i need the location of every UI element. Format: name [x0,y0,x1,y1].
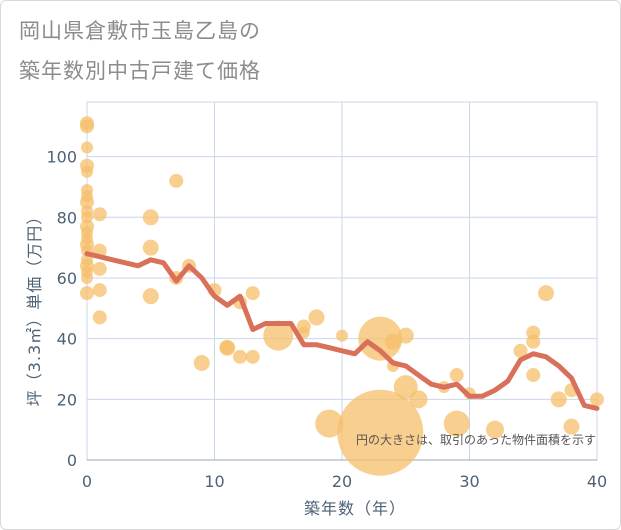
bubble-point [443,410,470,437]
bubble-point [337,389,424,476]
bubble-point [233,349,247,364]
bubble-point [449,368,464,383]
bubble-point [80,195,94,210]
x-tick-label: 20 [332,472,352,491]
bubble-point [385,333,401,350]
bubble-point [80,119,94,134]
trend-line-series [84,251,600,411]
grid-lines [86,101,598,461]
y-tick-label: 20 [57,390,77,409]
bubble-point [81,271,93,284]
x-axis-title: 築年数（年） [304,499,406,518]
bubble-point [263,320,294,351]
bubble-point [142,288,159,305]
bubble-point [92,310,107,325]
bubble-point [80,286,94,301]
chart-title-line-2: 築年数別中古戸建て価格 [19,59,261,83]
bubble-point [409,390,428,409]
x-tick-label: 10 [204,472,224,491]
bubble-point [142,209,159,226]
bubble-point [142,239,159,256]
bubble-point [513,343,528,358]
x-tick-label: 40 [587,472,607,491]
bubble-point [92,207,107,222]
bubble-point [245,349,260,364]
bubble-point [526,334,541,349]
bubble-point [315,409,344,438]
x-tick-label: 0 [82,472,92,491]
bubble-point [358,316,403,361]
bubble-point [193,354,210,371]
bubble-point [590,392,604,407]
y-tick-label: 0 [67,451,77,470]
bubble-point [220,340,235,355]
y-tick-label: 60 [57,269,77,288]
bubble-point [486,420,504,439]
y-tick-label: 80 [57,208,77,227]
bubble-point [308,309,325,326]
bubble-point [92,261,107,276]
y-axis-title: 坪（3.3㎡）単価（万円） [25,208,44,406]
bubble-point [81,141,93,154]
size-note: 円の大きさは、取引のあった物件面積を示す [356,432,596,447]
x-tick-label: 30 [459,472,479,491]
bubble-point [397,327,414,344]
bubble-point [81,165,93,178]
bubble-point [245,286,260,301]
bubble-point [526,368,541,383]
bubble-series [80,116,604,476]
bubble-point [92,283,107,298]
average-price-line [84,251,600,411]
bubble-point [393,375,418,400]
bubble-point [563,418,580,435]
y-tick-label: 100 [46,148,77,167]
chart-title-line-1: 岡山県倉敷市玉島乙島の [19,19,261,43]
bubble-point [550,391,567,408]
axis-ticks: 0 10 20 30 40 0 20 40 60 80 100 [46,148,607,491]
bubble-point [538,285,554,302]
bubble-point [169,173,184,188]
bubble-point [336,329,348,342]
y-tick-label: 40 [57,330,77,349]
